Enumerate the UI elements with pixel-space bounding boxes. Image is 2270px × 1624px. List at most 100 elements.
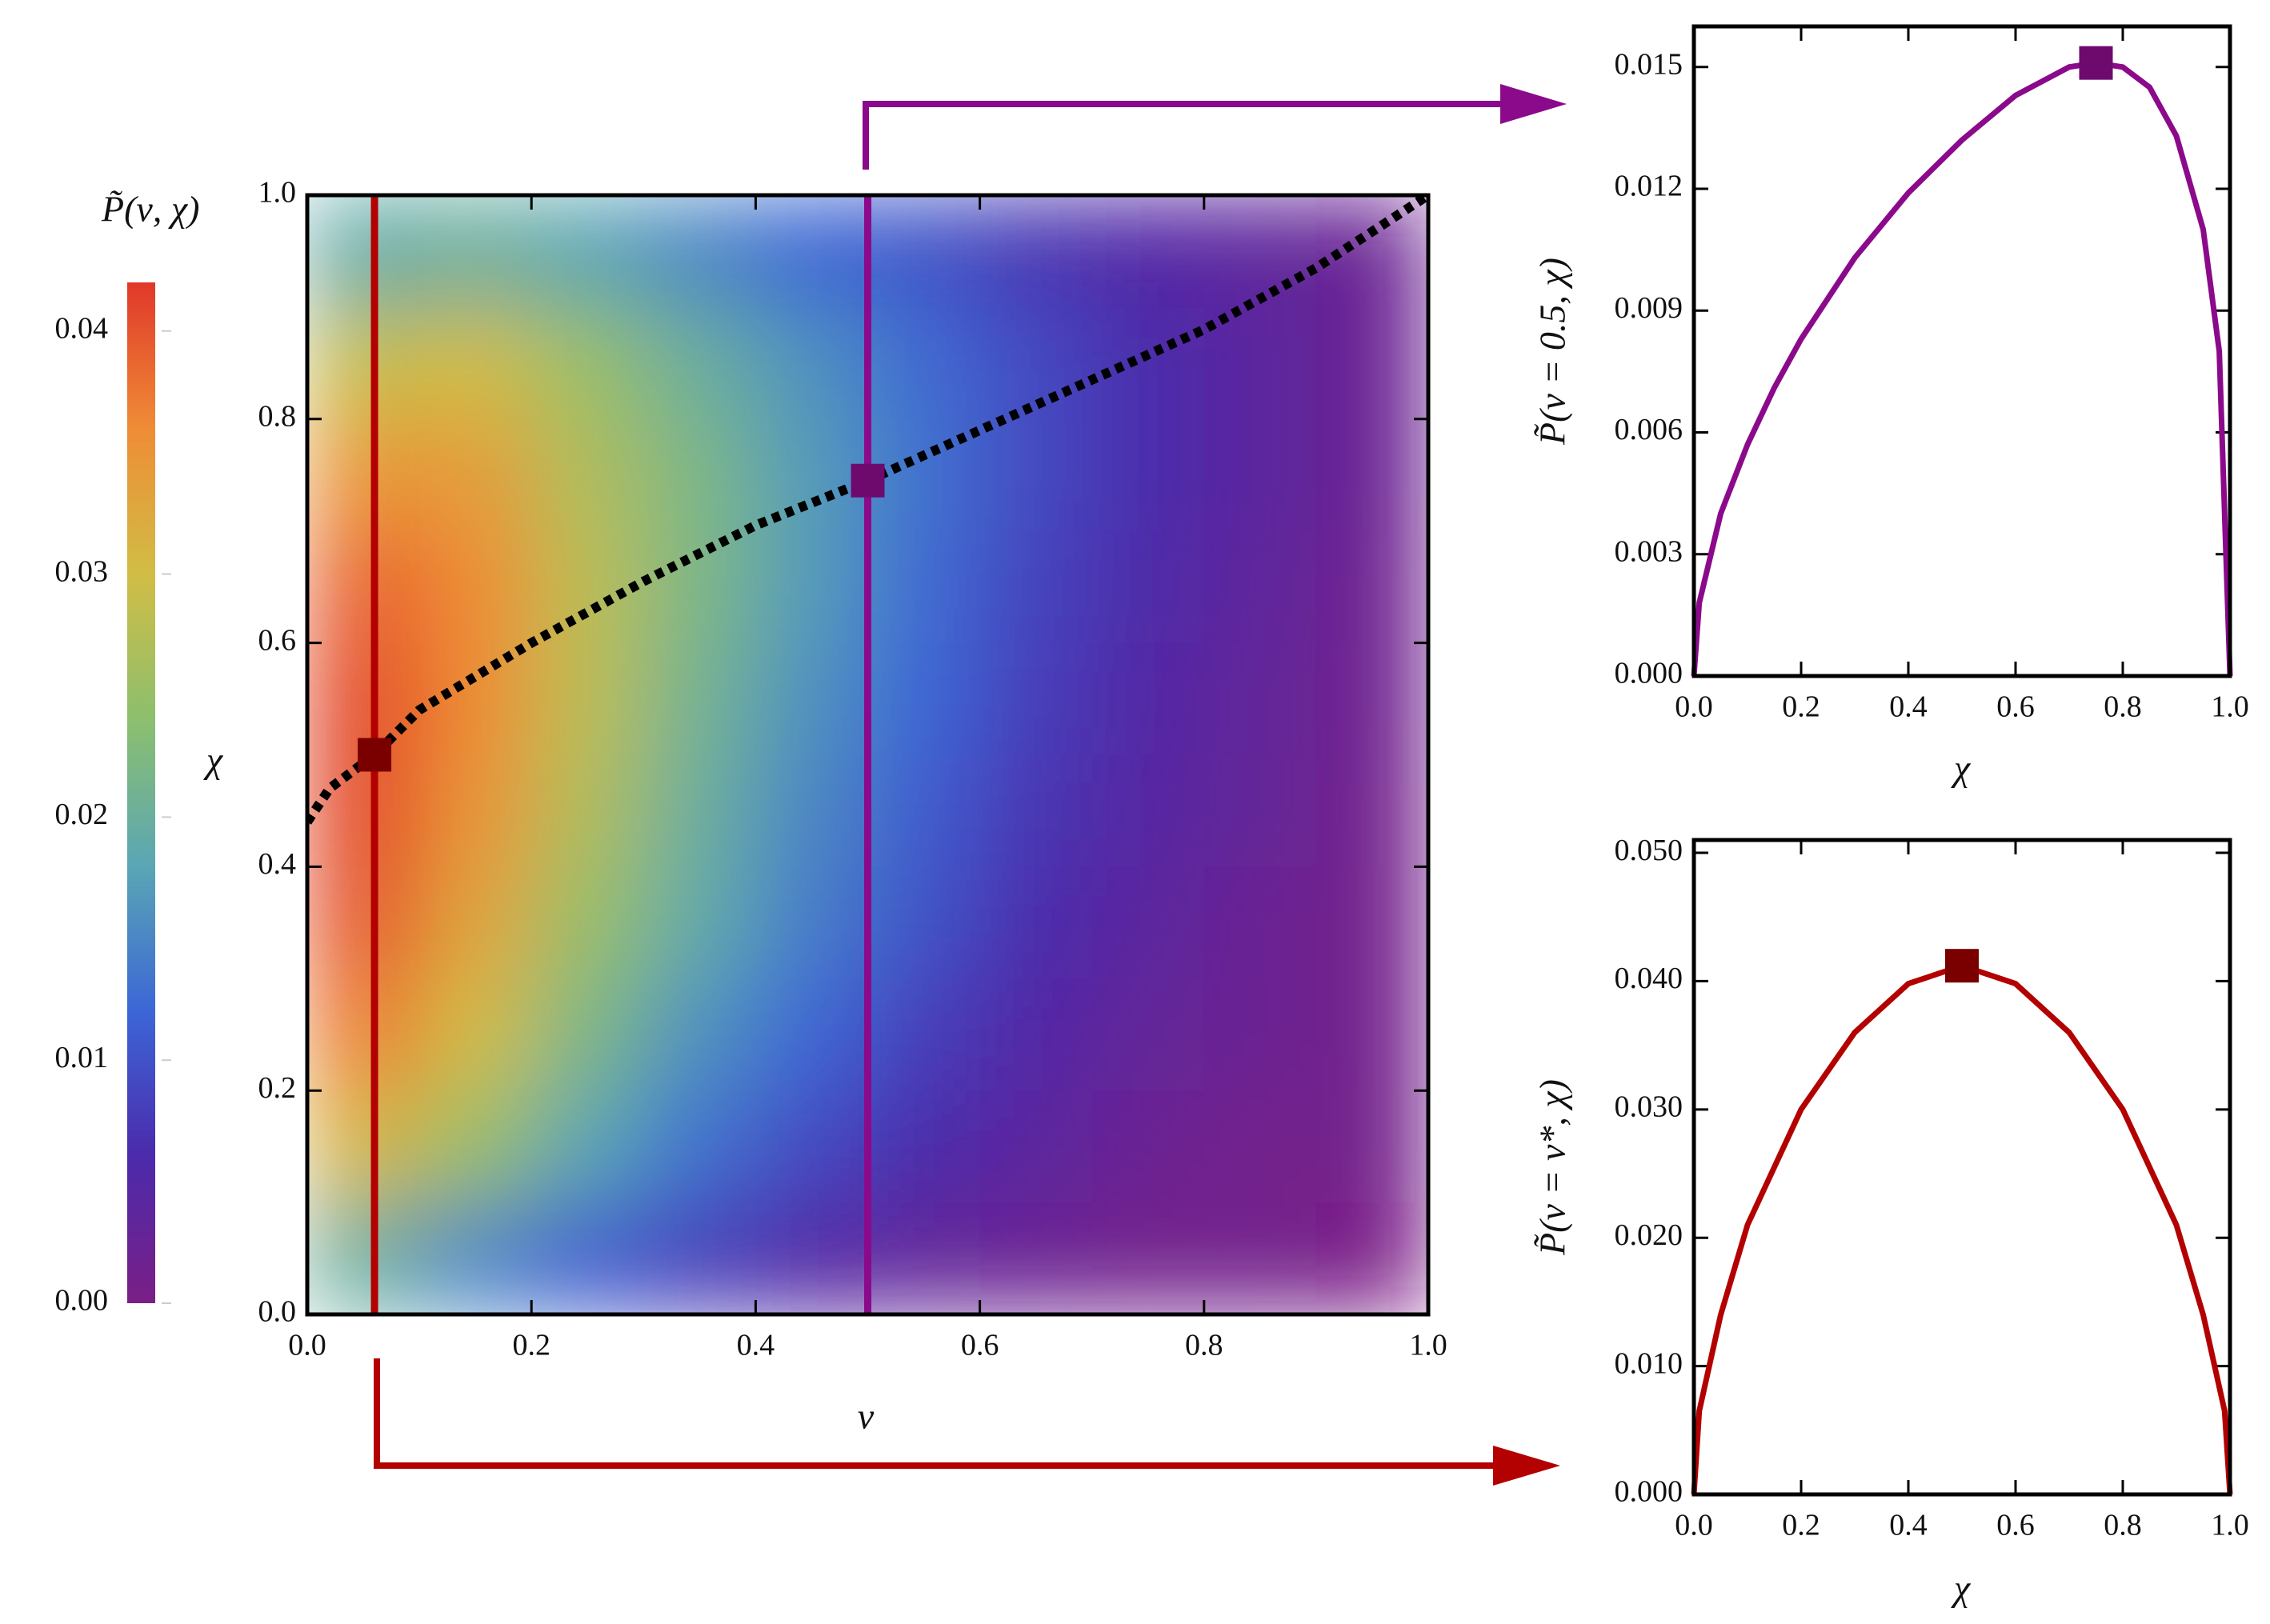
heat-cell [1203,1090,1317,1203]
x-tick-label: 0.2 [1782,1509,1820,1542]
x-axis-label: χ [1951,748,1972,789]
heat-cell [531,530,644,644]
y-tick-label: 0.6 [258,623,297,657]
x-tick-label: 0.4 [737,1329,775,1362]
heat-cell [531,1090,644,1203]
heat-cell [643,642,756,755]
y-tick-label: 0.000 [1615,1475,1683,1509]
heat-cell [419,418,532,532]
y-tick-label: 0.0 [258,1295,297,1329]
heat-cell [979,754,1093,867]
y-tick-label: 0.006 [1615,413,1683,446]
heat-cell [419,1202,532,1314]
colorbar [127,282,155,1303]
x-tick-label: 0.0 [1675,1509,1713,1542]
heat-cell [643,754,756,867]
heat-cell [1315,642,1428,755]
x-tick-label: 0.6 [961,1329,999,1362]
heat-cell [307,978,420,1091]
y-tick-label: 1.0 [258,176,297,210]
heat-cell [1315,978,1428,1091]
heat-cell [1315,754,1428,867]
y-tick-label: 0.000 [1615,657,1683,690]
x-tick-label: 1.0 [2211,1509,2249,1542]
heat-cell [643,978,756,1091]
heat-cell [307,642,420,755]
heat-cell [531,418,644,532]
heat-cell [643,306,756,420]
y-tick-label: 0.009 [1615,291,1683,325]
heat-cell [755,530,868,644]
heat-cell [1203,530,1317,644]
arrow-to-top-panel [863,101,1520,170]
heat-cell [419,754,532,867]
heat-cell [531,1202,644,1314]
heat-cell [307,754,420,867]
heat-cell [867,530,981,644]
heat-cell [531,866,644,979]
heat-cell [307,1090,420,1203]
colorbar-tick-label: 0.04 [55,311,109,345]
heat-cell [531,642,644,755]
curve [1691,962,2233,1495]
heat-cell [643,195,756,308]
heatmap-area [307,195,1428,1314]
heat-cell [419,195,532,308]
x-tick-label: 1.0 [2211,690,2249,724]
heat-cell [1315,1202,1428,1314]
y-tick-label: 0.003 [1615,534,1683,568]
colorbar-tick-label: 0.00 [55,1284,109,1318]
x-tick-label: 0.4 [1889,690,1928,724]
heat-cell [419,866,532,979]
heat-cell [419,642,532,755]
colorbar-label: P̃(ν, χ) [101,189,199,230]
x-axis-label: χ [1951,1568,1972,1609]
heat-cell [307,1202,420,1314]
heat-cell [1315,306,1428,420]
heatmap-cells [307,195,1428,1314]
colorbar-tick-label: 0.01 [55,1041,109,1074]
y-tick-label: 0.2 [258,1071,297,1105]
heat-cell [979,978,1093,1091]
heat-cell [531,195,644,308]
heat-cell [979,530,1093,644]
heat-cell [643,1202,756,1314]
heat-cell [419,1090,532,1203]
peak-marker [2079,46,2113,80]
heat-cell [755,642,868,755]
heat-cell [867,306,981,420]
heat-cell [643,530,756,644]
arrow-to-bottom-panel [374,1358,1512,1469]
heat-cell [979,1202,1093,1314]
heat-cell [419,530,532,644]
heat-cell [531,978,644,1091]
heat-cell [1315,418,1428,532]
heat-cell [643,866,756,979]
heat-cell [531,306,644,420]
heat-cell [755,1202,868,1314]
heat-cell [755,1090,868,1203]
heat-cell [307,195,420,308]
plot-frame [1691,838,2232,1497]
heat-cell [755,306,868,420]
heat-cell [979,1090,1093,1203]
heat-cell [1091,754,1205,867]
y-tick-label: 0.010 [1615,1346,1683,1380]
heat-cell [755,418,868,532]
heat-cell [307,418,420,532]
heat-cell [755,754,868,867]
heat-cell [1091,530,1205,644]
heat-cell [979,642,1093,755]
x-tick-label: 0.4 [1889,1509,1928,1542]
heat-cell [1091,418,1205,532]
peak-marker [851,463,885,498]
heat-cell [867,866,981,979]
x-tick-label: 0.0 [1675,690,1713,724]
heat-cell [1315,530,1428,644]
x-tick-label: 0.2 [512,1329,550,1362]
x-tick-label: 0.6 [1996,1509,2035,1542]
plot-frame [1691,24,2232,678]
heat-cell [1091,866,1205,979]
